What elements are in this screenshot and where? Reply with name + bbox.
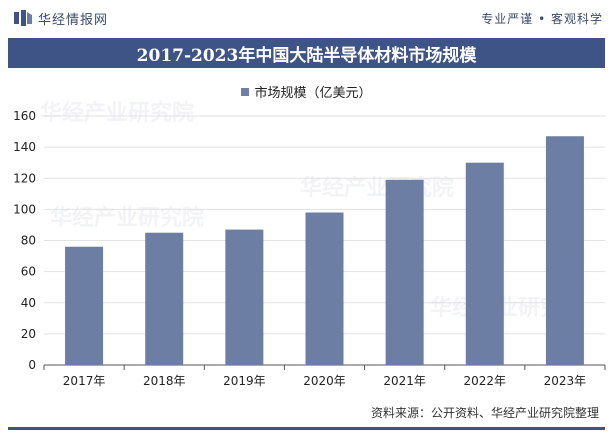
source-note: 资料来源：公开资料、华经产业研究院整理	[370, 406, 599, 420]
bar	[65, 246, 104, 365]
y-tick-label: 40	[21, 296, 36, 310]
legend-label: 市场规模（亿美元）	[254, 86, 372, 101]
bar	[225, 229, 264, 365]
y-tick-label: 0	[28, 358, 36, 372]
brand-name: 华经情报网	[38, 12, 109, 28]
bottom-divider	[8, 427, 605, 430]
y-tick-label: 80	[21, 234, 36, 248]
y-tick-label: 160	[13, 109, 36, 123]
bar	[305, 212, 344, 365]
legend-swatch	[241, 87, 250, 96]
y-tick-label: 140	[13, 140, 36, 154]
chart-title-bar: 2017-2023年中国大陆半导体材料市场规模	[8, 38, 605, 68]
x-tick-label: 2022年	[464, 374, 507, 388]
legend: 市场规模（亿美元）	[0, 82, 613, 101]
x-tick-label: 2020年	[303, 374, 346, 388]
bar	[145, 232, 184, 365]
x-tick-label: 2023年	[544, 374, 587, 388]
slogan: 专业严谨 • 客观科学	[481, 11, 603, 26]
y-tick-label: 60	[21, 265, 36, 279]
y-tick-label: 20	[21, 327, 36, 341]
x-tick-label: 2017年	[63, 374, 106, 388]
brand-logo-icon	[14, 10, 32, 26]
bar	[465, 162, 504, 365]
y-tick-label: 120	[13, 171, 36, 185]
brand[interactable]: 华经情报网	[14, 9, 108, 28]
x-tick-label: 2019年	[223, 374, 266, 388]
x-tick-label: 2021年	[383, 374, 426, 388]
chart-title: 2017-2023年中国大陆半导体材料市场规模	[136, 45, 477, 66]
y-tick-label: 100	[13, 202, 36, 216]
bar	[545, 136, 584, 365]
top-bar: 华经情报网 专业严谨 • 客观科学	[0, 0, 613, 36]
bar	[385, 179, 424, 365]
x-tick-label: 2018年	[143, 374, 186, 388]
